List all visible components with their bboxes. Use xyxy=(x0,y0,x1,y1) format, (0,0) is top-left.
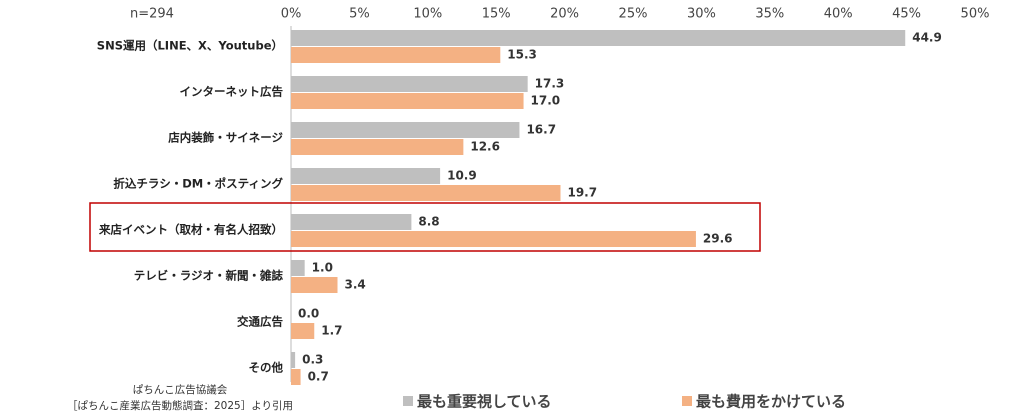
bar xyxy=(291,30,906,46)
value-label: 1.7 xyxy=(321,324,342,338)
source-line: ぱちんこ広告協議会 xyxy=(133,383,228,396)
value-label: 3.4 xyxy=(345,278,366,292)
x-tick-label: 20% xyxy=(550,7,579,22)
value-label: 0.0 xyxy=(298,307,319,321)
bar xyxy=(291,139,464,155)
x-tick-label: 40% xyxy=(824,7,853,22)
bar xyxy=(291,260,305,276)
value-label: 16.7 xyxy=(526,123,556,137)
category-label: 交通広告 xyxy=(237,315,283,329)
x-tick-label: 0% xyxy=(281,7,302,22)
bar xyxy=(291,369,301,385)
category-label: 来店イベント（取材・有名人招致） xyxy=(98,223,283,237)
legend-label: 最も重要視している xyxy=(417,393,552,411)
bar xyxy=(291,185,561,201)
bar xyxy=(291,93,524,109)
bar xyxy=(291,231,696,247)
x-tick-label: 45% xyxy=(892,7,921,22)
category-label: その他 xyxy=(249,361,284,375)
category-label: インターネット広告 xyxy=(180,85,284,99)
bar xyxy=(291,122,520,138)
bar xyxy=(291,277,338,293)
x-tick-label: 5% xyxy=(349,7,370,22)
value-label: 10.9 xyxy=(447,169,477,183)
bar xyxy=(291,47,501,63)
bar xyxy=(291,214,412,230)
x-tick-label: 35% xyxy=(755,7,784,22)
x-tick-label: 50% xyxy=(961,7,990,22)
sample-size: n=294 xyxy=(130,7,174,22)
value-label: 0.7 xyxy=(308,370,329,384)
value-label: 17.0 xyxy=(531,94,561,108)
bar xyxy=(291,168,441,184)
x-tick-label: 15% xyxy=(482,7,511,22)
value-label: 12.6 xyxy=(470,140,500,154)
bar xyxy=(291,76,528,92)
value-label: 1.0 xyxy=(312,261,333,275)
value-label: 44.9 xyxy=(912,31,942,45)
highlight-box xyxy=(89,202,761,252)
legend-swatch xyxy=(682,396,692,406)
category-label: SNS運用（LINE、X、Youtube） xyxy=(97,39,283,53)
legend-swatch xyxy=(403,396,413,406)
value-label: 0.3 xyxy=(302,353,323,367)
value-label: 15.3 xyxy=(507,48,537,62)
source-line: ［ぱちんこ産業広告動態調査：2025］より引用 xyxy=(67,399,293,412)
value-label: 8.8 xyxy=(418,215,439,229)
value-label: 19.7 xyxy=(567,186,597,200)
x-tick-label: 10% xyxy=(413,7,442,22)
x-tick-label: 25% xyxy=(619,7,648,22)
category-label: 店内装飾・サイネージ xyxy=(168,131,283,145)
value-label: 17.3 xyxy=(535,77,565,91)
x-tick-label: 30% xyxy=(687,7,716,22)
legend-label: 最も費用をかけている xyxy=(696,393,846,411)
bar xyxy=(291,323,315,339)
category-label: テレビ・ラジオ・新聞・雑誌 xyxy=(134,269,284,283)
category-label: 折込チラシ・DM・ポスティング xyxy=(113,177,283,191)
bar xyxy=(291,352,296,368)
value-label: 29.6 xyxy=(703,232,733,246)
